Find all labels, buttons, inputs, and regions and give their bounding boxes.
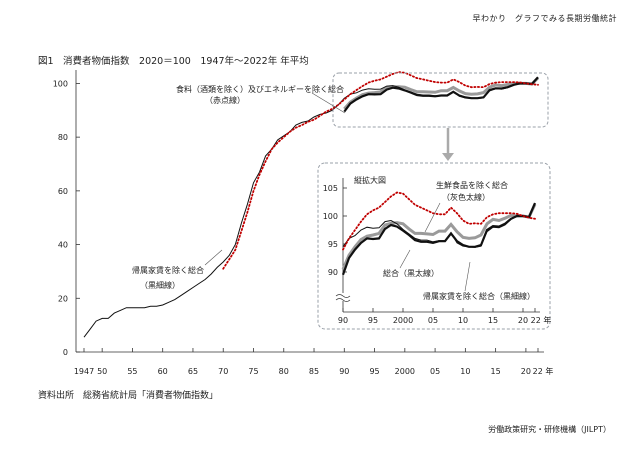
inset-annotation-ex-fresh-style: （灰色太線） [442,192,490,202]
main-y-tick-label: 60 [58,187,68,196]
annotation-ex-rent-style: （黒細線） [140,280,180,290]
main-x-tick-label: 95 [369,367,379,376]
inset-series-line [341,203,537,270]
annotation-leader [424,202,441,233]
inset-box [317,162,551,330]
main-x-tick-label: 50 [97,367,107,376]
inset-y-tick-label: 90 [328,268,338,277]
inset-annotation-ex-fresh: 生鮮食品を除く総合 [436,180,508,190]
inset-x-tick-label: 95 [368,316,378,325]
source-note: 資料出所 総務省統計局「消費者物価指数」 [38,391,219,401]
main-x-tick-label: 2000 [395,367,415,376]
main-x-tick-label: 65 [188,367,198,376]
inset-x-tick-label: 15 [488,316,498,325]
inset-chart: 90 95 100 105 90 95 2000 05 10 15 20 22 年 縦拡大図 [317,162,552,330]
inset-series-line [342,202,536,248]
zoom-callout [332,72,549,161]
inset-annotation-general: 総合（黒太線） [383,268,439,278]
zoom-arrow-head [442,153,454,161]
inset-title: 縦拡大図 [354,175,386,185]
main-x-tick-label: 85 [309,367,319,376]
main-x-tick-label: 20 [521,367,531,376]
axis-break-gap [336,293,350,301]
annotation-leader [311,92,346,114]
main-x-tick-label: 90 [339,367,349,376]
main-y-tick-label: 80 [58,133,68,142]
zoom-region-box [332,72,549,128]
inset-y-tick-label: 100 [323,212,338,221]
annotation-ex-rent: 帰属家賃を除く総合 [132,265,204,275]
main-x-tick-label: 75 [248,367,258,376]
inset-x-tick-label: 22 年 [531,315,552,325]
figure-title: 図1 消費者物価指数 2020＝100 1947年～2022年 年平均 [38,56,309,67]
inset-x-tick-label: 20 [518,316,528,325]
main-x-tick-label: 80 [279,367,289,376]
main-x-tick-label: 55 [127,367,137,376]
main-series-line [343,76,540,110]
inset-annotation-ex-rent: 帰属家賃を除く総合（黒細線） [423,291,535,301]
annotation-leader [464,261,471,292]
main-x-tick-label: 15 [491,367,501,376]
inset-series-line [341,202,537,276]
main-y-tick-label: 40 [58,241,68,250]
annotation-food-energy-style: （赤点線） [205,95,245,105]
inset-y-tick-label: 95 [328,240,338,249]
inset-x-tick-label: 2000 [393,316,413,325]
annotations: 食料（酒類を除く）及びエネルギーを除く総合（赤点線）帰属家賃を除く総合（黒細線）… [132,84,535,301]
inset-x-tick-label: 10 [458,316,468,325]
inset-x-tick-label: 90 [338,316,348,325]
main-y-tick-label: 20 [58,294,68,303]
main-x-tick-label: 05 [430,367,440,376]
main-x-tick-label: 60 [158,367,168,376]
main-series-line [83,76,539,338]
main-chart-series [83,71,540,338]
annotation-leader [204,249,223,266]
main-x-tick-label: 22 年 [533,366,554,376]
annotation-leader [399,249,411,269]
annotation-food-energy: 食料（酒類を除く）及びエネルギーを除く総合 [176,84,344,94]
main-y-tick-label: 100 [53,79,68,88]
organization-credit: 労働政策研究・研修機構（JILPT） [488,425,611,434]
main-y-tick-label: 0 [63,348,68,357]
inset-y-tick-label: 105 [323,184,338,193]
inset-series-line [342,191,536,251]
main-x-tick-label: 10 [460,367,470,376]
main-series-line [222,71,539,270]
header-title: 早わかり グラフでみる長期労働統計 [472,14,617,23]
main-chart-axes: 0 20 40 60 80 100 1947 50 55 60 65 70 75 80 85 90 95 2000… [53,70,554,376]
main-x-tick-label: 1947 [74,367,94,376]
axis-break-mark [335,294,351,302]
main-x-tick-label: 70 [218,367,228,376]
inset-x-tick-label: 05 [428,316,438,325]
